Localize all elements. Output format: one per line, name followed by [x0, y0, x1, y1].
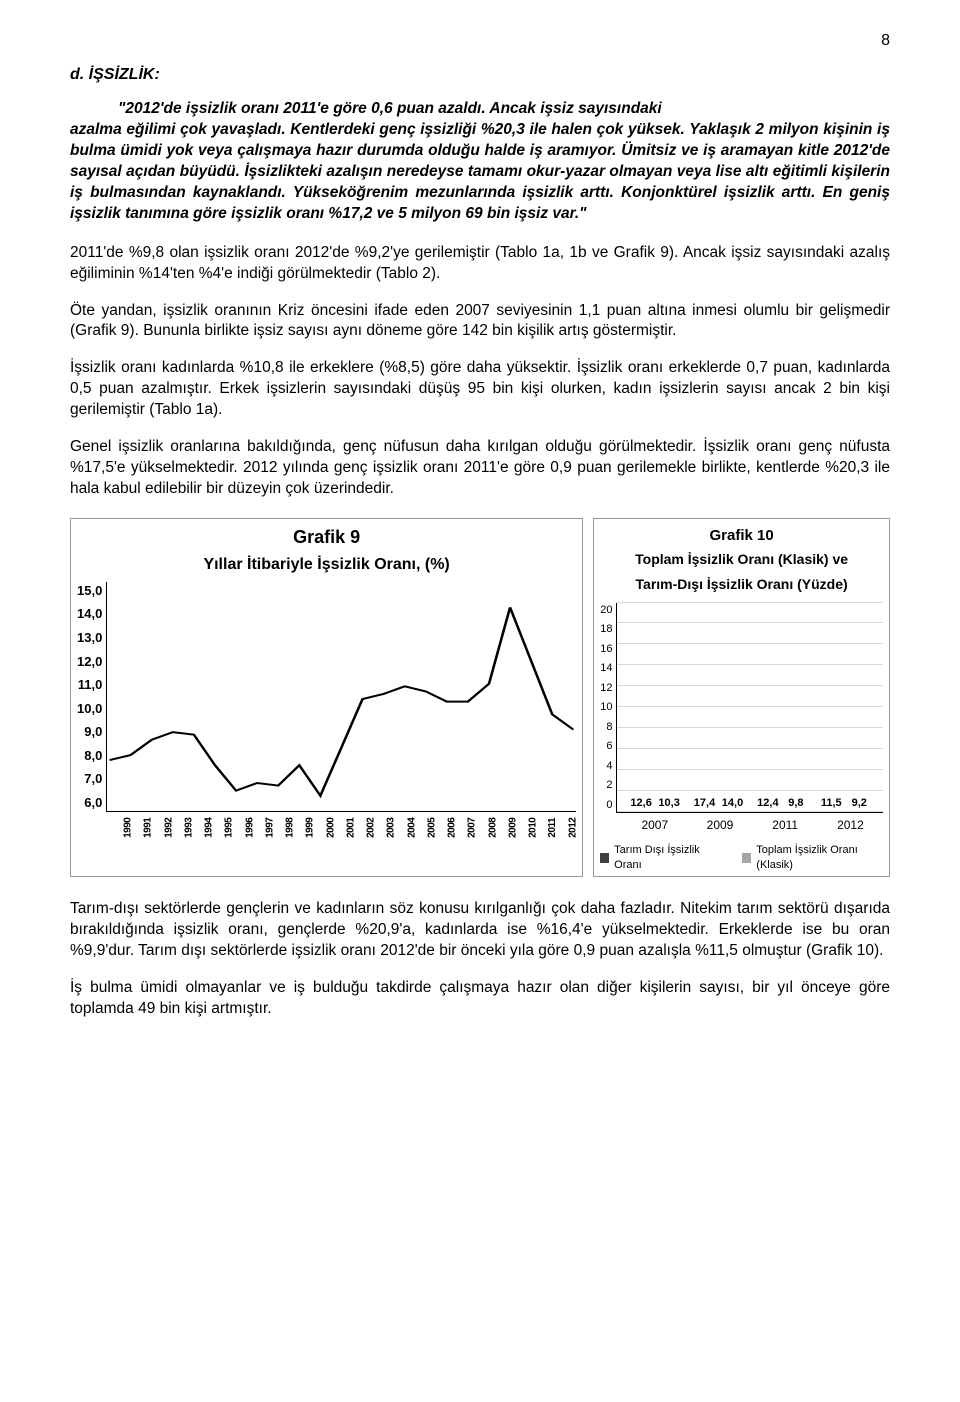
chart9-plot: 15,014,013,012,011,010,09,08,07,06,0 — [77, 582, 576, 812]
quote-body: azalma eğilimi çok yavaşladı. Kentlerdek… — [70, 121, 890, 222]
paragraph-4: Genel işsizlik oranlarına bakıldığında, … — [70, 437, 890, 500]
paragraph-5: Tarım-dışı sektörlerde gençlerin ve kadı… — [70, 899, 890, 962]
section-heading: d. İŞSİZLİK: — [70, 64, 890, 86]
paragraph-2: Öte yandan, işsizlik oranının Kriz önces… — [70, 301, 890, 343]
paragraph-1: 2011'de %9,8 olan işsizlik oranı 2012'de… — [70, 243, 890, 285]
charts-row: Grafik 9 Yıllar İtibariyle İşsizlik Oran… — [70, 518, 890, 877]
chart-10: Grafik 10 Toplam İşsizlik Oranı (Klasik)… — [593, 518, 890, 877]
chart9-subtitle: Yıllar İtibariyle İşsizlik Oranı, (%) — [77, 555, 576, 574]
chart9-x-axis: 1990199119921993199419951996199719981999… — [111, 814, 576, 842]
chart10-x-axis: 2007200920112012 — [622, 817, 883, 833]
chart-9: Grafik 9 Yıllar İtibariyle İşsizlik Oran… — [70, 518, 583, 877]
chart10-subtitle-2: Tarım-Dışı İşsizlik Oranı (Yüzde) — [600, 576, 883, 593]
chart10-title: Grafik 10 — [600, 527, 883, 545]
paragraph-3: İşsizlik oranı kadınlarda %10,8 ile erke… — [70, 358, 890, 421]
paragraph-6: İş bulma ümidi olmayanlar ve iş bulduğu … — [70, 978, 890, 1020]
page-number: 8 — [70, 30, 890, 52]
chart9-svg — [106, 582, 576, 812]
chart9-y-axis: 15,014,013,012,011,010,09,08,07,06,0 — [77, 582, 106, 812]
chart10-plot: 20181614121086420 12,610,317,414,012,49,… — [600, 603, 883, 813]
quote-first-line: "2012'de işsizlik oranı 2011'e göre 0,6 … — [70, 99, 890, 120]
chart10-bars: 12,610,317,414,012,49,811,59,2 — [616, 603, 883, 813]
chart10-legend: Tarım Dışı İşsizlik OranıToplam İşsizlik… — [600, 843, 883, 873]
quote-block: "2012'de işsizlik oranı 2011'e göre 0,6 … — [70, 99, 890, 225]
chart10-subtitle-1: Toplam İşsizlik Oranı (Klasik) ve — [600, 551, 883, 568]
chart9-title: Grafik 9 — [77, 527, 576, 549]
chart10-y-axis: 20181614121086420 — [600, 603, 616, 813]
